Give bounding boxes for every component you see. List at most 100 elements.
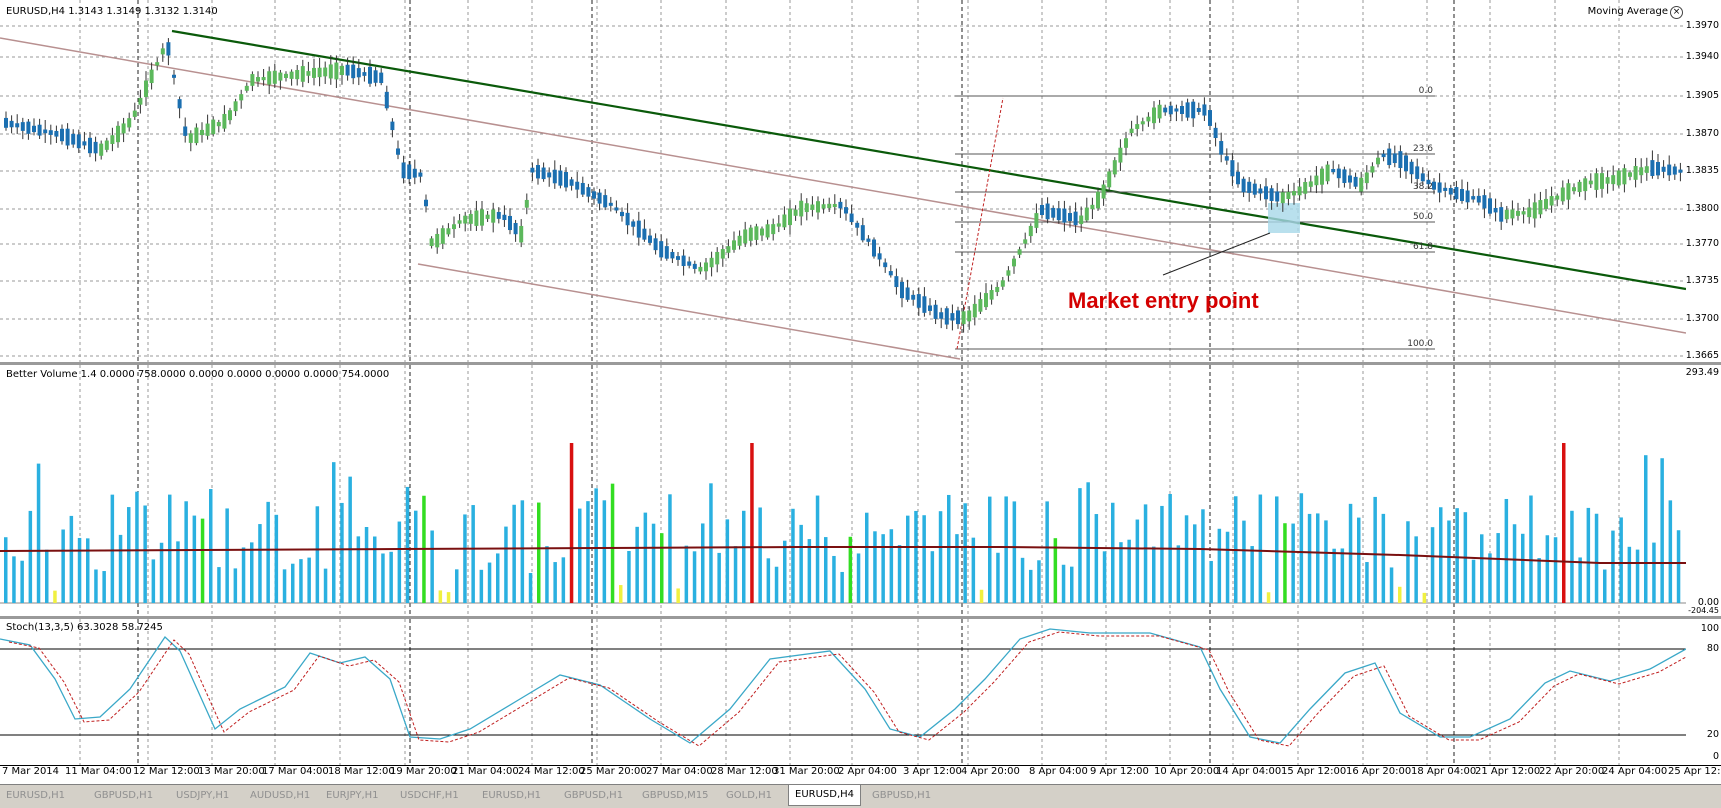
chart-tab[interactable]: GBPUSD,M15	[642, 790, 709, 801]
volume-bar	[1496, 533, 1500, 603]
volume-bar	[1299, 493, 1304, 603]
candle-body	[726, 246, 731, 253]
candle-body	[1420, 173, 1425, 182]
chart-tab[interactable]: EURUSD,H1	[6, 790, 66, 801]
volume-bar	[1061, 564, 1066, 603]
stochastic-pane[interactable]: Stoch(13,3,5) 63.3028 58.7245	[0, 619, 1686, 765]
chart-tab[interactable]: GBPUSD,H1	[872, 790, 932, 801]
volume-bar	[1143, 504, 1148, 603]
candle-body	[860, 225, 865, 241]
chart-tab[interactable]: GBPUSD,H1	[564, 790, 624, 801]
volume-bar	[1430, 527, 1435, 603]
candle-body	[160, 48, 165, 55]
volume-bar	[766, 558, 771, 603]
candle-body	[1409, 161, 1414, 175]
volume-bar	[963, 503, 967, 603]
volume-bar	[45, 549, 49, 603]
stochastic-canvas	[0, 619, 1686, 765]
candle-body	[1588, 180, 1593, 185]
fib-level-label: 0.0	[1419, 86, 1434, 96]
pane-divider[interactable]	[0, 362, 1721, 365]
volume-bar	[537, 502, 541, 603]
volume-bar	[676, 588, 680, 603]
volume-bar	[528, 572, 533, 603]
volume-bar	[824, 537, 828, 603]
candle-body	[704, 262, 708, 272]
candle-body	[328, 64, 333, 79]
volume-bar	[1283, 523, 1287, 603]
chart-tab[interactable]: USDCHF,H1	[400, 790, 459, 801]
volume-bar	[1545, 535, 1550, 603]
volume-bar	[1307, 513, 1312, 603]
chart-tab[interactable]: AUDUSD,H1	[250, 790, 311, 801]
candle-body	[676, 256, 680, 260]
candle-body	[765, 224, 770, 238]
volume-bar	[569, 443, 574, 603]
candle-body	[1202, 104, 1207, 116]
volume-bar	[291, 563, 295, 603]
candle-body	[166, 42, 171, 56]
candle-body	[1023, 239, 1028, 244]
candle-body	[804, 203, 809, 213]
time-axis-label: 12 Mar 12:00	[133, 766, 200, 777]
candle-body	[121, 123, 126, 134]
candle-body	[1096, 191, 1100, 209]
candle-body	[1331, 168, 1336, 173]
price-axis-label: 1.3800	[1686, 203, 1719, 214]
candle-body	[474, 210, 479, 226]
candle-body	[440, 228, 445, 244]
volume-bar	[209, 489, 213, 603]
candle-body	[1342, 169, 1347, 183]
candle-body	[569, 179, 574, 186]
candle-body	[1006, 270, 1011, 276]
candle-body	[922, 296, 927, 313]
volume-bar	[241, 547, 246, 603]
candle-body	[1538, 200, 1543, 215]
chart-tab[interactable]: EURUSD,H4	[788, 785, 862, 806]
candle-body	[37, 124, 42, 136]
candle-body	[1034, 213, 1039, 228]
volume-pane[interactable]: Better Volume 1.4 0.0000 758.0000 0.0000…	[0, 365, 1686, 616]
candle-body	[771, 224, 776, 235]
volume-bar	[947, 494, 951, 603]
candle-body	[1191, 101, 1196, 119]
volume-bar	[340, 502, 344, 603]
time-axis-label: 9 Apr 12:00	[1090, 766, 1149, 777]
volume-bar	[323, 568, 328, 603]
candle-body	[345, 64, 350, 76]
candle-body	[1566, 183, 1571, 200]
volume-bar	[1225, 531, 1230, 603]
chart-tab[interactable]: EURJPY,H1	[326, 790, 379, 801]
close-indicator-icon[interactable]: ×	[1670, 6, 1683, 19]
chart-tab[interactable]: GOLD,H1	[726, 790, 772, 801]
volume-bar	[1176, 545, 1181, 603]
volume-bar	[1619, 517, 1623, 603]
chart-tab[interactable]: EURUSD,H1	[482, 790, 542, 801]
volume-bar	[668, 494, 672, 603]
volume-bar	[1020, 557, 1025, 603]
time-axis-label: 27 Mar 04:00	[646, 766, 713, 777]
price-grid	[0, 0, 1686, 362]
time-axis-label: 21 Mar 04:00	[452, 766, 519, 777]
volume-bar	[988, 496, 992, 603]
candle-body	[452, 224, 456, 230]
price-chart-pane[interactable]: 0.0 23.6 38.2 50.0 61.8 100.0 EURUSD,H4 1.314…	[0, 0, 1686, 362]
candle-body	[1398, 151, 1403, 169]
candle-body	[211, 119, 216, 135]
candle-body	[300, 66, 305, 82]
candle-body	[43, 129, 48, 134]
chart-tab[interactable]: GBPUSD,H1	[94, 790, 154, 801]
candle-body	[1437, 182, 1442, 193]
candle-body	[295, 69, 300, 80]
stochastic-axis-label: 80	[1706, 643, 1719, 654]
candle-body	[418, 172, 423, 177]
pane-divider[interactable]	[0, 616, 1721, 619]
candle-body	[776, 223, 781, 227]
candle-body	[222, 113, 227, 129]
volume-bar	[1398, 586, 1402, 603]
descending-trendline	[171, 29, 1686, 291]
chart-tab[interactable]: USDJPY,H1	[176, 790, 230, 801]
candle-body	[272, 70, 277, 84]
candle-body	[1448, 188, 1453, 195]
candle-body	[1583, 178, 1588, 192]
